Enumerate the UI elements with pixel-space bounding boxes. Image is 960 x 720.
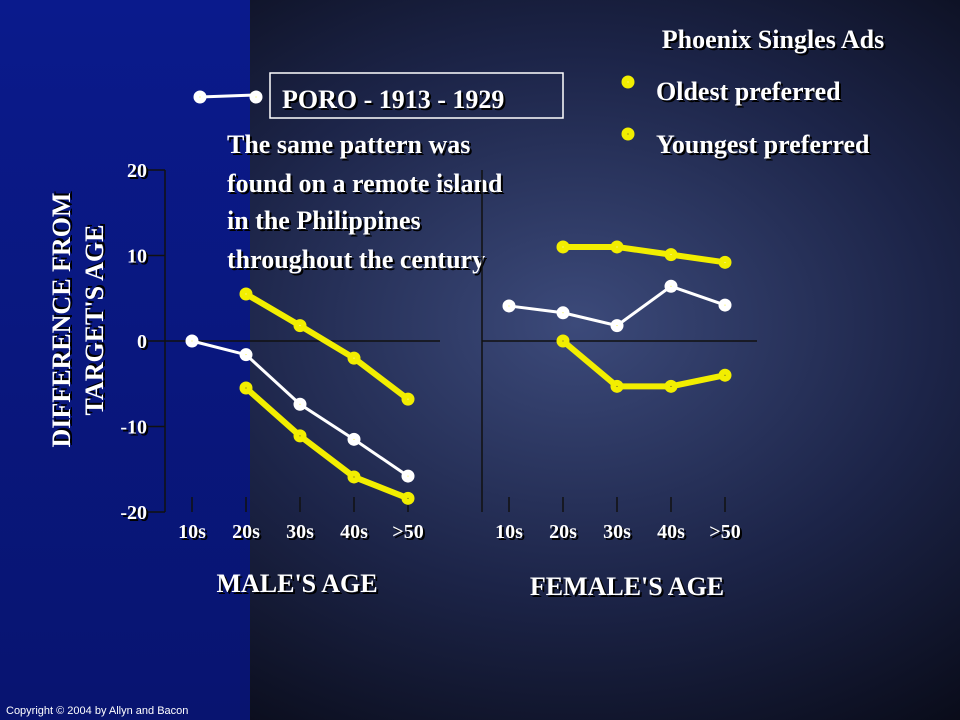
series-line xyxy=(244,385,410,502)
y-tick-label: 10 xyxy=(127,246,147,268)
marker xyxy=(293,429,307,443)
copyright: Copyright © 2004 by Allyn and Bacon xyxy=(6,705,188,717)
x-tick-label: >50 xyxy=(709,521,740,543)
marker xyxy=(556,334,570,348)
annotation-line: The same pattern was xyxy=(227,130,470,159)
marker xyxy=(239,381,253,395)
marker xyxy=(401,491,415,505)
y-tick-label: 0 xyxy=(137,331,147,353)
marker xyxy=(718,255,732,269)
marker xyxy=(293,319,307,333)
marker xyxy=(401,392,415,406)
marker xyxy=(239,287,253,301)
marker xyxy=(293,397,307,411)
marker xyxy=(664,248,678,262)
marker xyxy=(664,379,678,393)
legend-label: Youngest preferred xyxy=(656,130,870,159)
y-axis-label-line: TARGET'S AGE xyxy=(80,225,109,416)
marker xyxy=(556,306,570,320)
marker xyxy=(556,240,570,254)
x-tick-label: 40s xyxy=(340,521,368,543)
marker xyxy=(347,351,361,365)
legend-marker xyxy=(621,127,635,141)
legend-title: Phoenix Singles Ads xyxy=(662,25,885,54)
legend-marker xyxy=(621,75,635,89)
legend-marker xyxy=(249,90,263,104)
series-line xyxy=(561,338,726,390)
x-tick-label: 20s xyxy=(549,521,577,543)
legend-marker xyxy=(193,90,207,104)
x-axis-label: MALE'S AGE xyxy=(216,569,377,598)
marker xyxy=(401,469,415,483)
annotation-line: in the Philippines xyxy=(227,206,421,235)
marker xyxy=(718,298,732,312)
x-tick-label: 20s xyxy=(232,521,260,543)
series-line xyxy=(563,243,726,266)
annotation-line: found on a remote island xyxy=(227,169,503,198)
marker xyxy=(502,299,516,313)
marker xyxy=(185,334,199,348)
marker xyxy=(664,279,678,293)
x-tick-label: >50 xyxy=(392,521,423,543)
y-axis-label: DIFFERENCE FROM TARGET'S AGE xyxy=(47,193,109,448)
x-tick-label: 10s xyxy=(178,521,206,543)
annotation-line: throughout the century xyxy=(227,245,485,274)
marker xyxy=(347,470,361,484)
marker xyxy=(718,368,732,382)
marker xyxy=(610,379,624,393)
series-line xyxy=(244,291,410,402)
y-axis-label-line: DIFFERENCE FROM xyxy=(47,193,76,448)
x-axis-label: FEMALE'S AGE xyxy=(530,572,724,601)
marker xyxy=(239,348,253,362)
y-tick-label: -10 xyxy=(120,417,147,439)
legend-line xyxy=(199,93,257,99)
legend-label: PORO - 1913 - 1929 xyxy=(282,85,504,114)
x-tick-label: 30s xyxy=(286,521,314,543)
marker xyxy=(347,432,361,446)
legend-box xyxy=(269,72,564,119)
y-tick-label: -20 xyxy=(120,502,147,524)
legend-label: Oldest preferred xyxy=(656,77,841,106)
marker xyxy=(610,319,624,333)
x-tick-label: 40s xyxy=(657,521,685,543)
x-tick-label: 10s xyxy=(495,521,523,543)
marker xyxy=(610,240,624,254)
annotation: The same pattern was found on a remote i… xyxy=(227,130,503,274)
x-tick-label: 30s xyxy=(603,521,631,543)
side-panel xyxy=(0,0,250,720)
y-tick-label: 20 xyxy=(127,160,147,182)
